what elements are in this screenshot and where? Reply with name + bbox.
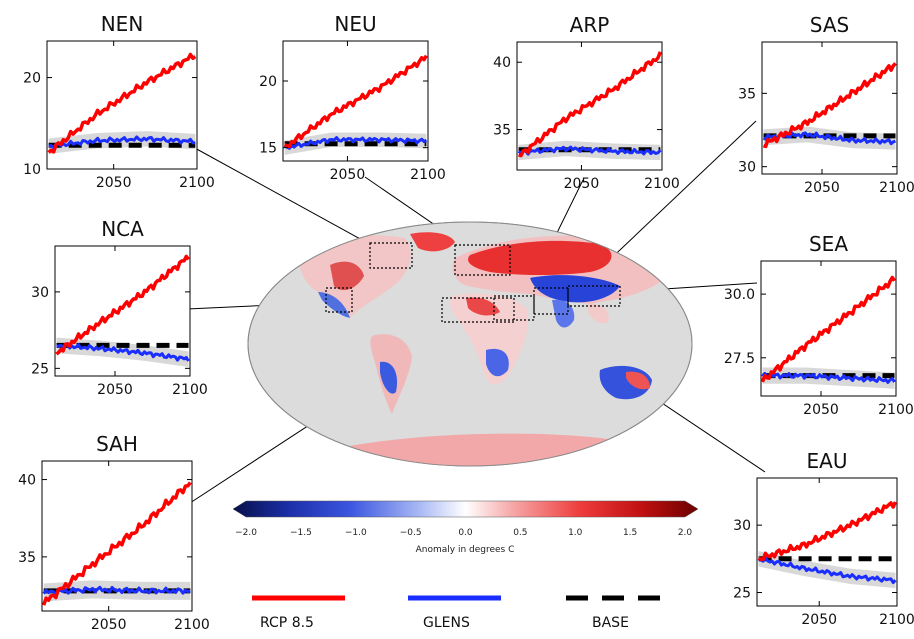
x-tick-label: 2100: [879, 180, 914, 196]
x-tick-label: 2050: [97, 382, 133, 398]
panel-title: ARP: [570, 13, 610, 37]
y-tick-label: 25: [733, 586, 751, 602]
series-glens: [761, 371, 896, 384]
region-box-sea: [567, 285, 621, 307]
series-rcp-8-5: [55, 254, 190, 356]
y-tick-label: 30.0: [724, 287, 755, 303]
panel-sah: SAH 2050 2100 35 40: [18, 432, 210, 633]
panel-arp: ARP 2050 2100 35 40: [493, 13, 680, 192]
colorbar-tick-label: −1.5: [290, 528, 312, 538]
y-tick-label: 10: [23, 162, 41, 178]
panel-sea: SEA 2050 2100 27.5 30.0: [724, 232, 914, 418]
series-rcp-8-5: [42, 481, 192, 606]
legend-base-label: BASE: [592, 615, 629, 631]
region-box-neu: [454, 244, 511, 276]
colorbar-tick-label: 1.0: [568, 528, 583, 538]
y-tick-label: 30: [733, 518, 751, 534]
y-tick-label: 40: [18, 473, 36, 489]
colorbar-tick-label: −0.5: [400, 528, 422, 538]
legend: RCP 8.5 GLENS BASE: [252, 595, 662, 631]
y-tick-label: 20: [259, 74, 277, 90]
y-tick-label: 20: [23, 71, 41, 87]
y-tick-label: 25: [31, 361, 49, 377]
colorbar-tick-label: 1.5: [623, 528, 637, 538]
x-tick-label: 2050: [803, 402, 839, 418]
series-glens: [517, 145, 662, 156]
y-tick-label: 30: [738, 160, 756, 176]
region-box-nca: [325, 287, 353, 313]
region-box-nen: [369, 242, 413, 269]
x-tick-label: 2050: [330, 167, 366, 183]
y-tick-label: 35: [493, 123, 511, 139]
colorbar-label: Anomaly in degrees C: [416, 545, 515, 555]
y-tick-label: 30: [31, 285, 49, 301]
x-tick-label: 2100: [172, 382, 208, 398]
panel-title: SAH: [96, 432, 138, 456]
series-glens: [48, 135, 196, 150]
panel-nen: NEN 2050 2100 10 20: [23, 12, 215, 191]
plot-frame: [756, 477, 898, 607]
panel-title: NCA: [101, 217, 144, 241]
colorbar: −2.0 −1.5 −1.0 −0.5 0.0 0.5 1.0 1.5 2.0 Anomaly …: [232, 500, 699, 555]
regional-panels: NEN 2050 2100 10 20 NEU 2050 2100 15 20 ARP 2050 210…: [18, 12, 914, 633]
panel-title: EAU: [807, 449, 848, 473]
x-tick-label: 2100: [179, 175, 215, 191]
x-tick-label: 2050: [96, 175, 132, 191]
series-rcp-8-5: [47, 52, 197, 154]
series-rcp-8-5: [757, 501, 898, 562]
legend-rcp-label: RCP 8.5: [260, 615, 314, 631]
colorbar-tick-label: 2.0: [678, 528, 693, 538]
legend-glens-label: GLENS: [423, 615, 470, 631]
panel-neu: NEU 2050 2100 15 20: [259, 12, 446, 183]
x-tick-label: 2100: [410, 167, 446, 183]
y-tick-label: 35: [738, 86, 756, 102]
colorbar-tick-label: 0.5: [513, 528, 527, 538]
y-tick-label: 27.5: [724, 351, 755, 367]
region-boxes: [325, 242, 621, 323]
colorbar-tick-label: −1.0: [345, 528, 367, 538]
y-tick-label: 40: [493, 55, 511, 71]
series-rcp-8-5: [762, 62, 897, 149]
panel-nca: NCA 2050 2100 25 30: [31, 217, 208, 398]
series-glens: [283, 136, 428, 150]
colorbar-tick-label: 0.0: [458, 528, 473, 538]
series-glens: [56, 342, 190, 362]
y-tick-label: 35: [18, 550, 36, 566]
panel-title: SEA: [809, 232, 848, 256]
world-map: [247, 221, 693, 467]
y-tick-label: 15: [259, 141, 277, 157]
region-box-sas: [533, 287, 569, 315]
panel-eau: EAU 2050 2100 25 30: [733, 449, 914, 628]
colorbar-tick-label: −2.0: [235, 528, 257, 538]
panel-title: SAS: [810, 13, 849, 37]
panel-sas: SAS 2050 2100 30 35: [738, 13, 914, 196]
x-tick-label: 2100: [644, 176, 680, 192]
x-tick-label: 2100: [174, 617, 210, 633]
series-glens: [757, 556, 897, 585]
ensemble-spread: [48, 131, 196, 154]
series-rcp-8-5: [283, 54, 428, 149]
x-tick-label: 2100: [879, 612, 914, 628]
x-tick-label: 2100: [878, 402, 914, 418]
panel-title: NEU: [334, 12, 376, 36]
panel-title: NEN: [101, 12, 144, 36]
series-rcp-8-5: [518, 51, 663, 158]
x-tick-label: 2050: [564, 176, 600, 192]
x-tick-label: 2050: [91, 617, 127, 633]
series-rcp-8-5: [760, 275, 896, 383]
x-tick-label: 2050: [804, 180, 840, 196]
series-glens: [42, 585, 191, 596]
x-tick-label: 2050: [801, 612, 837, 628]
region-box-sah: [441, 297, 515, 323]
